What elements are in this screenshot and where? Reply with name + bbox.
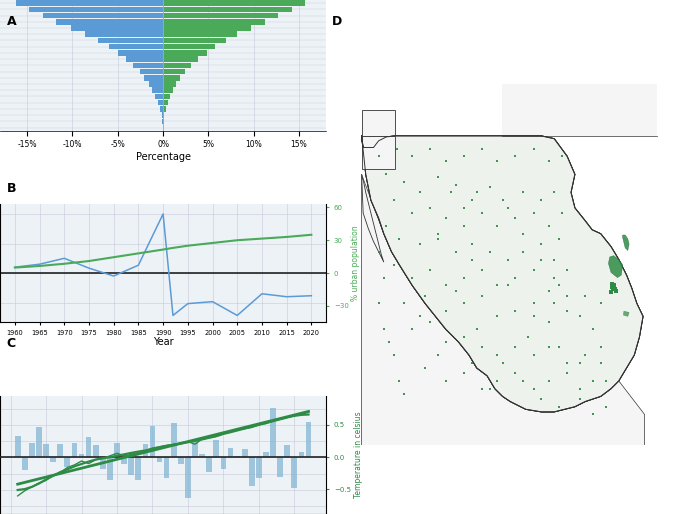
Bar: [160, 106, 163, 112]
Bar: [214, 440, 219, 457]
Bar: [85, 31, 163, 37]
Bar: [133, 63, 163, 68]
Bar: [192, 441, 198, 457]
Bar: [142, 445, 148, 457]
Bar: [22, 457, 27, 470]
Bar: [140, 69, 163, 75]
Bar: [163, 31, 238, 37]
Bar: [163, 44, 214, 49]
Polygon shape: [362, 136, 395, 169]
Polygon shape: [608, 255, 623, 278]
Bar: [163, 113, 164, 118]
Bar: [136, 457, 141, 480]
Text: B: B: [7, 182, 16, 195]
Bar: [114, 443, 120, 457]
Bar: [155, 94, 163, 99]
Bar: [292, 457, 297, 488]
Bar: [163, 25, 251, 31]
Bar: [56, 19, 163, 25]
Bar: [163, 19, 264, 25]
Bar: [270, 408, 276, 457]
Bar: [163, 87, 173, 93]
Bar: [29, 443, 35, 457]
Bar: [299, 452, 304, 457]
Polygon shape: [623, 311, 629, 316]
Bar: [121, 457, 127, 464]
Polygon shape: [623, 235, 629, 250]
Text: A: A: [7, 15, 16, 28]
X-axis label: Percentage: Percentage: [136, 152, 190, 162]
Bar: [263, 452, 269, 457]
Bar: [93, 445, 99, 457]
Bar: [163, 63, 191, 68]
Bar: [162, 113, 163, 118]
X-axis label: Year: Year: [153, 337, 173, 347]
Bar: [284, 445, 290, 457]
Bar: [100, 457, 105, 469]
Bar: [43, 445, 49, 457]
Bar: [163, 38, 225, 43]
Bar: [149, 81, 163, 87]
Polygon shape: [362, 174, 384, 262]
Bar: [71, 25, 163, 31]
Bar: [163, 100, 168, 105]
Bar: [16, 1, 163, 6]
Bar: [157, 457, 162, 462]
Bar: [199, 454, 205, 457]
Bar: [163, 94, 171, 99]
Bar: [163, 57, 199, 62]
Bar: [235, 456, 240, 457]
Y-axis label: Temperature in celsius: Temperature in celsius: [353, 412, 362, 498]
Bar: [163, 69, 185, 75]
Bar: [86, 437, 91, 457]
Bar: [277, 457, 283, 477]
Bar: [206, 457, 212, 472]
Bar: [79, 454, 84, 457]
Bar: [71, 443, 77, 457]
Bar: [152, 87, 163, 93]
Bar: [163, 106, 166, 112]
Bar: [221, 457, 226, 469]
Text: D: D: [332, 15, 342, 28]
Bar: [149, 426, 155, 457]
Polygon shape: [362, 136, 643, 412]
Polygon shape: [362, 110, 395, 136]
Polygon shape: [362, 174, 645, 458]
Bar: [64, 457, 70, 467]
Bar: [107, 457, 113, 480]
Bar: [126, 57, 163, 62]
Bar: [163, 13, 278, 19]
Bar: [306, 423, 312, 457]
Bar: [98, 38, 163, 43]
Bar: [171, 424, 177, 457]
Bar: [50, 457, 56, 462]
Bar: [128, 457, 134, 475]
Text: C: C: [7, 337, 16, 350]
Polygon shape: [362, 136, 643, 412]
Y-axis label: % urban population: % urban population: [351, 226, 360, 301]
Bar: [42, 13, 163, 19]
Bar: [58, 445, 63, 457]
Bar: [109, 44, 163, 49]
Bar: [178, 457, 184, 464]
Bar: [163, 50, 207, 56]
Bar: [227, 448, 234, 457]
Polygon shape: [502, 58, 658, 136]
Bar: [36, 427, 42, 457]
Bar: [249, 457, 255, 486]
Bar: [163, 7, 292, 12]
Bar: [163, 1, 306, 6]
Bar: [256, 457, 262, 479]
Bar: [164, 457, 169, 479]
Bar: [118, 50, 163, 56]
Bar: [29, 7, 163, 12]
Bar: [185, 457, 190, 498]
Polygon shape: [362, 136, 643, 412]
Bar: [144, 75, 163, 81]
Bar: [158, 100, 163, 105]
Bar: [163, 75, 180, 81]
Bar: [15, 436, 21, 457]
Bar: [163, 81, 176, 87]
Bar: [242, 449, 247, 457]
